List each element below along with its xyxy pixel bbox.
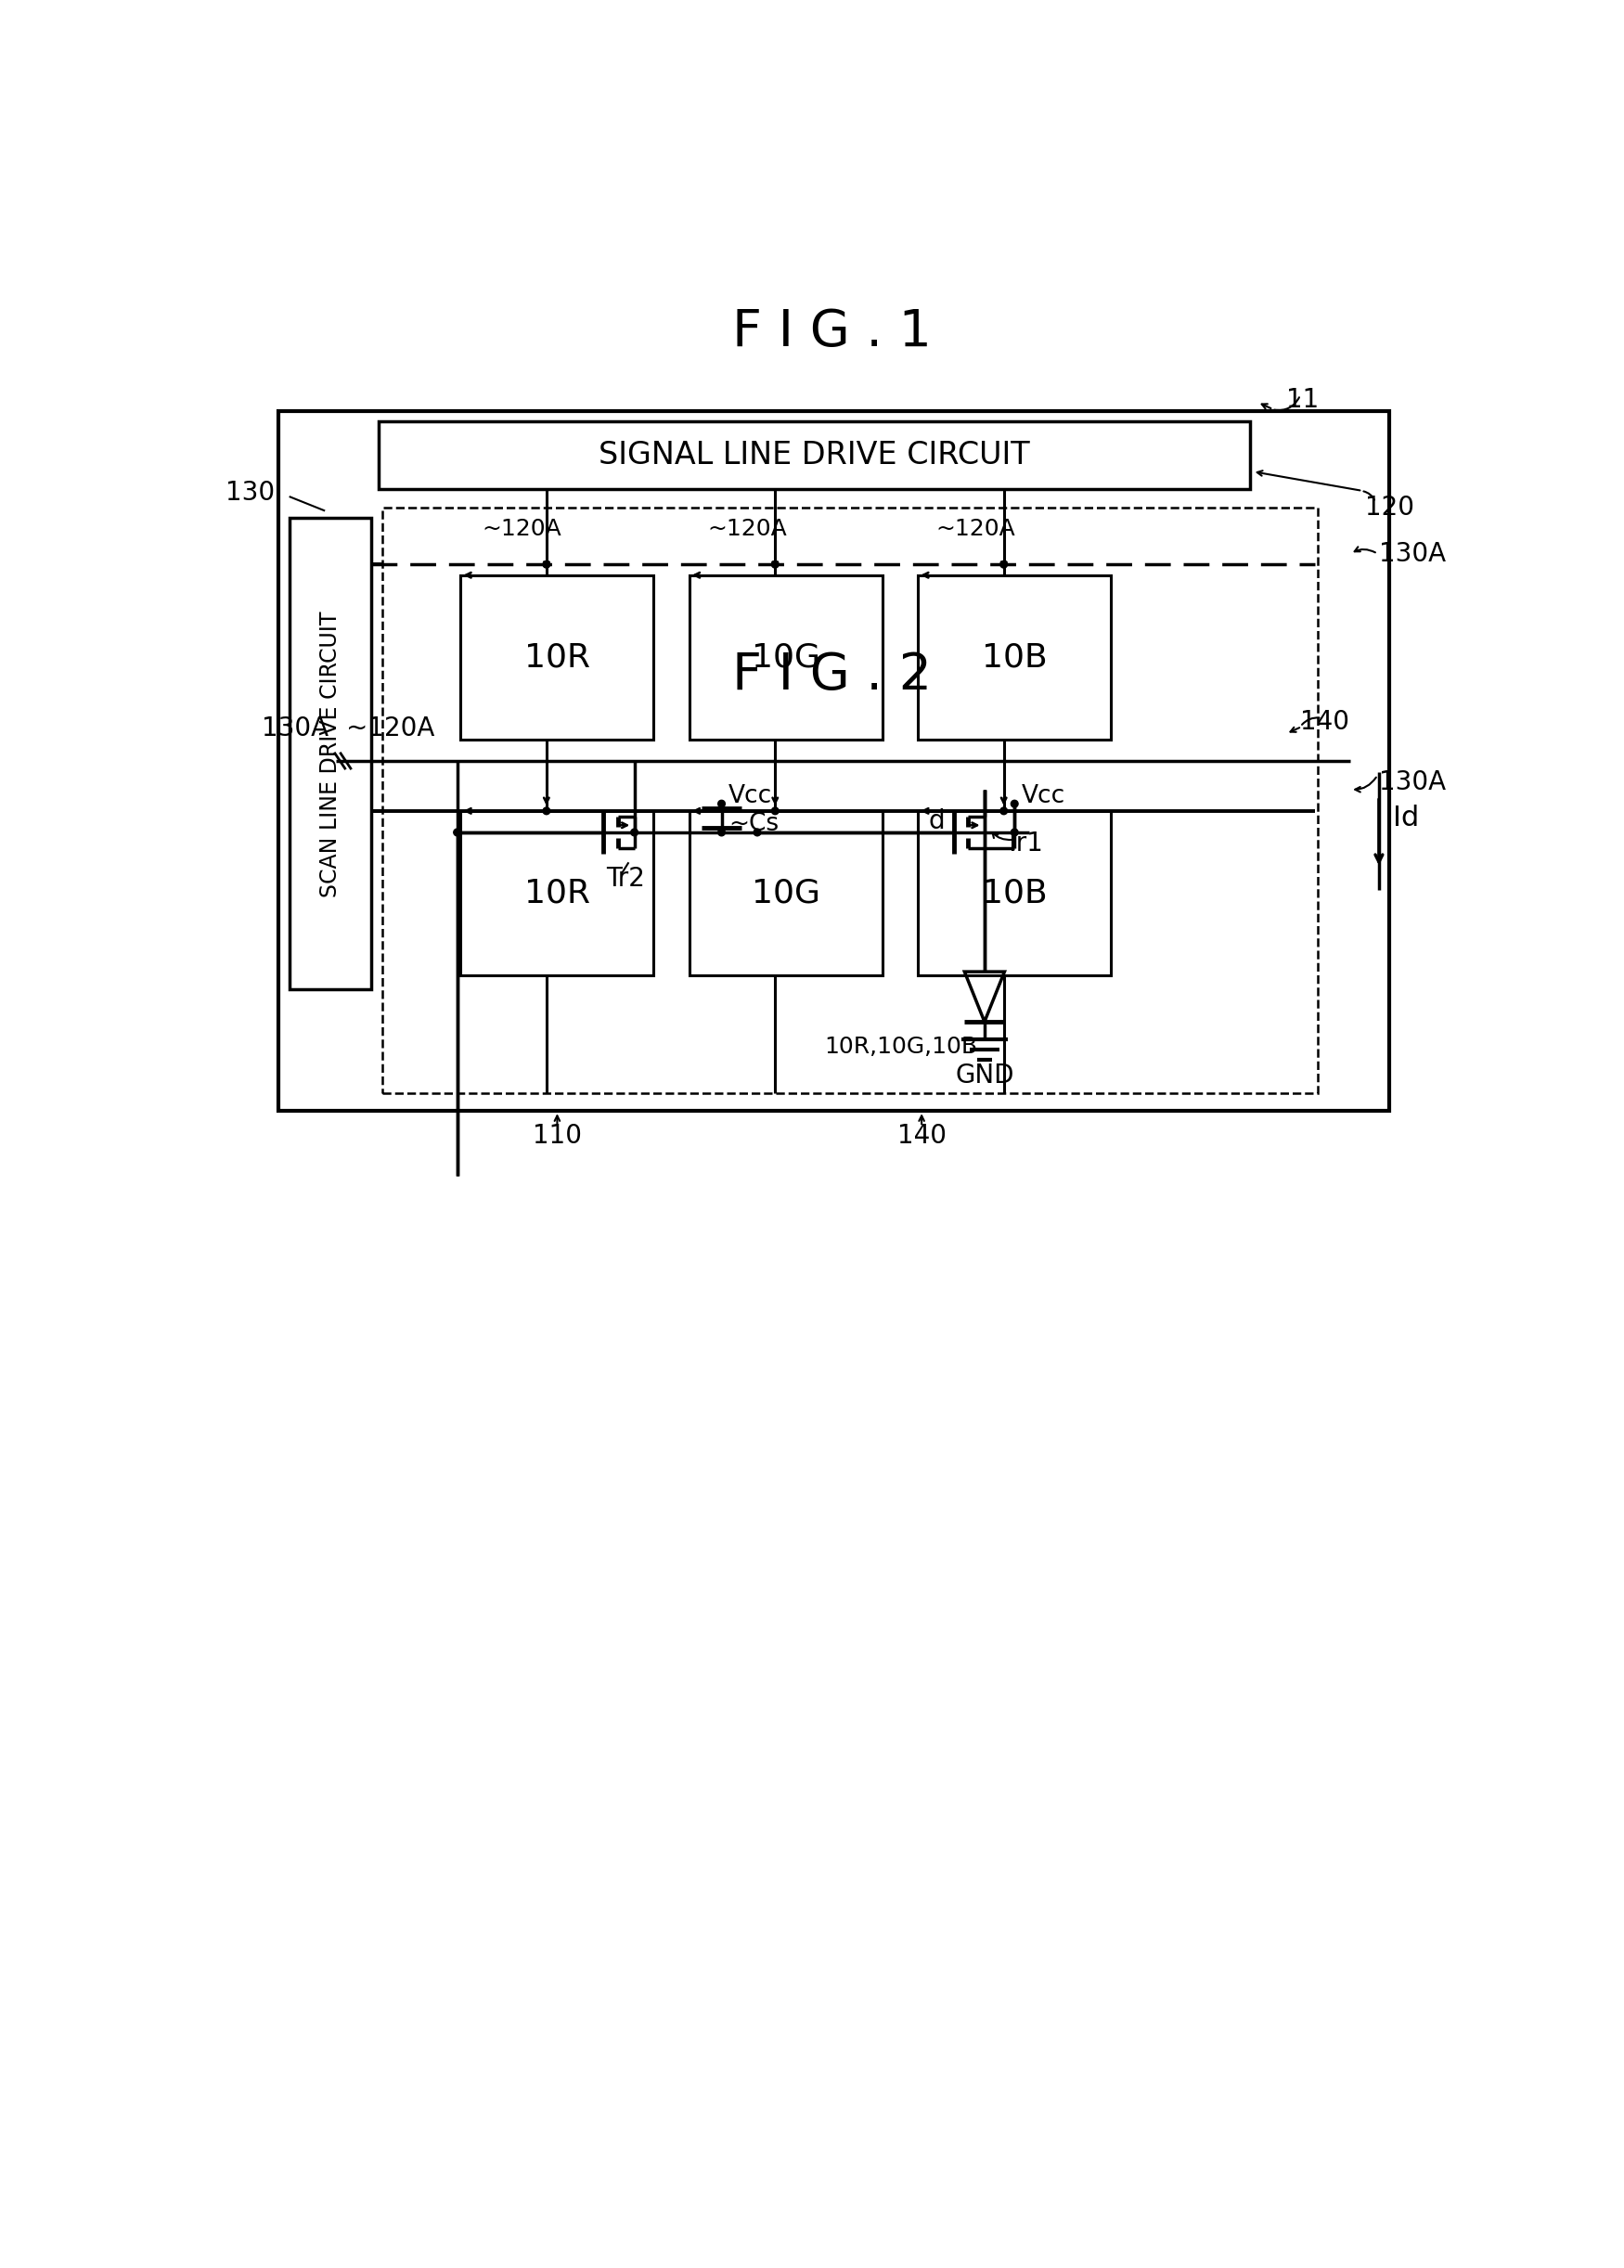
Circle shape <box>542 807 551 814</box>
Bar <box>918 576 1111 739</box>
Text: 110: 110 <box>533 1123 581 1150</box>
Bar <box>461 576 653 739</box>
Text: 11: 11 <box>1286 388 1319 413</box>
Text: ~120A: ~120A <box>482 517 562 540</box>
Text: 130A: 130A <box>1379 769 1445 796</box>
Text: SIGNAL LINE DRIVE CIRCUIT: SIGNAL LINE DRIVE CIRCUIT <box>599 440 1030 472</box>
Bar <box>918 812 1111 975</box>
Text: d: d <box>929 810 945 835</box>
Bar <box>378 422 1250 490</box>
Circle shape <box>542 560 551 567</box>
Circle shape <box>771 807 780 814</box>
Text: 130A: 130A <box>1379 540 1445 567</box>
Text: ~120A: ~120A <box>346 717 435 742</box>
Text: Tr1: Tr1 <box>1004 830 1043 855</box>
Text: Id: Id <box>1393 805 1419 832</box>
Text: 140: 140 <box>1301 708 1350 735</box>
Bar <box>690 812 882 975</box>
Circle shape <box>718 828 724 837</box>
Text: ~Cs: ~Cs <box>729 812 780 837</box>
Text: 120: 120 <box>1364 494 1415 519</box>
Text: 130: 130 <box>226 481 274 506</box>
Bar <box>461 812 653 975</box>
Text: 10G: 10G <box>752 878 820 909</box>
Bar <box>279 411 1390 1111</box>
Bar <box>289 517 372 989</box>
Circle shape <box>771 560 780 567</box>
Circle shape <box>1010 828 1018 837</box>
Text: 130A: 130A <box>261 717 328 742</box>
Text: ~120A: ~120A <box>708 517 788 540</box>
Text: 10R,10G,10B: 10R,10G,10B <box>823 1036 978 1057</box>
Text: 10R: 10R <box>525 878 590 909</box>
Circle shape <box>1010 801 1018 807</box>
Text: 10G: 10G <box>752 642 820 674</box>
Bar <box>382 508 1319 1093</box>
Circle shape <box>630 828 638 837</box>
Text: Vcc: Vcc <box>729 785 773 810</box>
Text: 140: 140 <box>896 1123 947 1150</box>
Text: 10B: 10B <box>983 878 1047 909</box>
Text: F I G . 1: F I G . 1 <box>732 306 932 358</box>
Circle shape <box>754 828 760 837</box>
Circle shape <box>718 801 724 807</box>
Text: 10R: 10R <box>525 642 590 674</box>
Circle shape <box>453 828 461 837</box>
Text: ~120A: ~120A <box>935 517 1015 540</box>
Text: SCAN LINE DRIVE CIRCUIT: SCAN LINE DRIVE CIRCUIT <box>320 610 341 896</box>
Circle shape <box>1000 560 1007 567</box>
Bar <box>690 576 882 739</box>
Text: Tr2: Tr2 <box>606 866 645 891</box>
Text: Vcc: Vcc <box>1021 785 1065 810</box>
Circle shape <box>1000 807 1007 814</box>
Text: GND: GND <box>955 1061 1013 1089</box>
Text: F I G . 2: F I G . 2 <box>732 651 932 701</box>
Text: 10B: 10B <box>983 642 1047 674</box>
